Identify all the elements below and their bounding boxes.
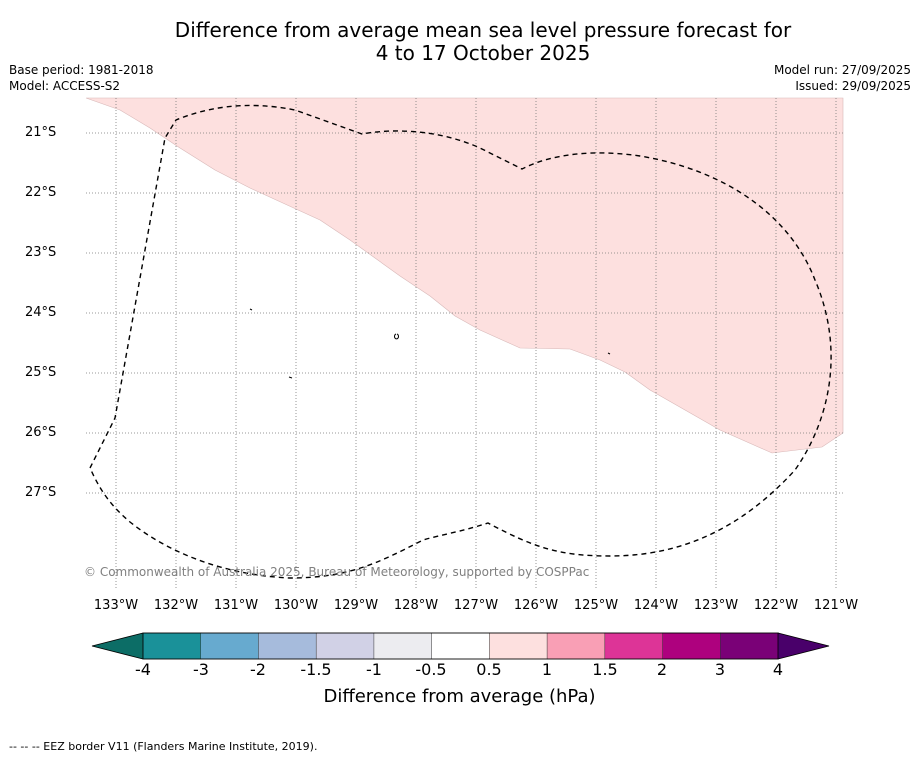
colorbar-tick: 1 xyxy=(541,660,553,679)
lon-label: 130°W xyxy=(273,598,319,613)
lat-label: 26°S xyxy=(25,425,57,440)
colorbar xyxy=(91,632,830,660)
anomaly-region xyxy=(85,97,844,454)
lon-label: 123°W xyxy=(693,598,739,613)
colorbar-tick: 4 xyxy=(772,660,784,679)
colorbar-tick: 1.5 xyxy=(592,660,618,679)
base-period: Base period: 1981-2018 xyxy=(9,63,154,77)
colorbar-tick: -3 xyxy=(193,660,209,679)
colorbar-outline xyxy=(142,632,779,660)
colorbar-segment xyxy=(489,632,548,660)
lon-label: 133°W xyxy=(93,598,139,613)
lat-label: 23°S xyxy=(25,245,57,260)
island xyxy=(288,376,293,379)
colorbar-tick: -0.5 xyxy=(415,660,447,679)
copyright-notice: © Commonwealth of Australia 2025, Bureau… xyxy=(84,565,590,579)
colorbar-segment xyxy=(315,632,375,660)
colorbar-segment xyxy=(431,632,491,660)
colorbar-segment xyxy=(720,632,779,660)
island xyxy=(607,352,611,355)
colorbar-segment xyxy=(142,632,202,660)
lon-label: 124°W xyxy=(633,598,679,613)
colorbar-segment xyxy=(258,632,317,660)
eez-border xyxy=(89,104,832,579)
colorbar-tick: 3 xyxy=(714,660,726,679)
colorbar-segment xyxy=(604,632,664,660)
graticule xyxy=(86,98,843,590)
colorbar-tick: 0.5 xyxy=(476,660,502,679)
colorbar-segment xyxy=(200,632,260,660)
meta-left: Base period: 1981-2018 Model: ACCESS-S2 xyxy=(9,62,154,94)
colorbar-tick: -4 xyxy=(135,660,151,679)
colorbar-outline-right xyxy=(777,632,830,660)
issued-date: Issued: 29/09/2025 xyxy=(795,79,911,93)
eez-legend: -- -- -- EEZ border V11 (Flanders Marine… xyxy=(9,740,318,753)
model-run: Model run: 27/09/2025 xyxy=(773,63,911,77)
colorbar-under-triangle xyxy=(92,633,143,659)
lat-label: 21°S xyxy=(25,125,57,140)
island xyxy=(249,308,253,311)
lon-label: 132°W xyxy=(153,598,199,613)
islands xyxy=(249,308,611,379)
colorbar-over-triangle xyxy=(778,633,829,659)
chart-title-line-1: Difference from average mean sea level p… xyxy=(174,18,792,42)
colorbar-tick: 2 xyxy=(656,660,668,679)
colorbar-segment xyxy=(546,632,606,660)
lat-label: 27°S xyxy=(25,485,57,500)
colorbar-segment xyxy=(662,632,722,660)
lon-label: 122°W xyxy=(753,598,799,613)
lat-label: 22°S xyxy=(25,185,57,200)
colorbar-segment xyxy=(373,632,433,660)
lat-label: 24°S xyxy=(25,305,57,320)
island xyxy=(394,333,399,340)
model-name: Model: ACCESS-S2 xyxy=(9,79,121,93)
lon-label: 131°W xyxy=(213,598,259,613)
lon-label: 125°W xyxy=(573,598,619,613)
meta-right: Model run: 27/09/2025 Issued: 29/09/2025 xyxy=(774,62,911,94)
colorbar-tick: -1.5 xyxy=(300,660,332,679)
lat-label: 25°S xyxy=(25,365,57,380)
lon-label: 126°W xyxy=(513,598,559,613)
colorbar-tick: -2 xyxy=(250,660,266,679)
lon-label: 129°W xyxy=(333,598,379,613)
colorbar-label: Difference from average (hPa) xyxy=(323,686,596,707)
lon-label: 121°W xyxy=(813,598,859,613)
lon-label: 128°W xyxy=(393,598,439,613)
chart-title-line-2: 4 to 17 October 2025 xyxy=(375,41,591,65)
lon-label: 127°W xyxy=(453,598,499,613)
colorbar-outline-left xyxy=(91,632,144,660)
colorbar-tick: -1 xyxy=(366,660,382,679)
